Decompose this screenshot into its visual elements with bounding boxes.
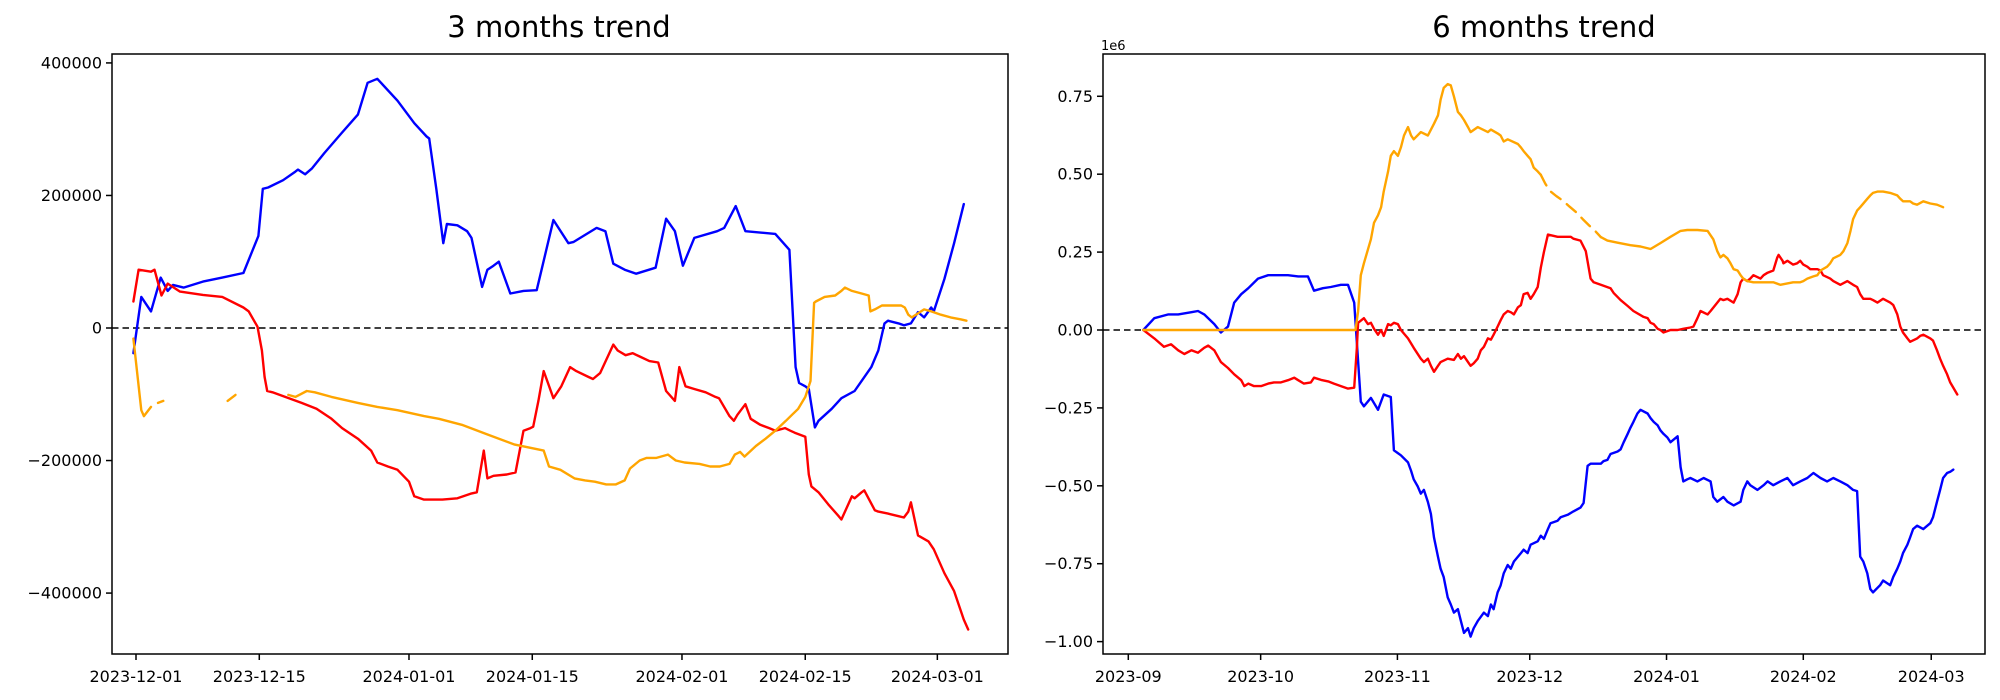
x-tick-label: 2024-02-15 — [759, 667, 852, 686]
y-axis-offset-label: 1e6 — [1101, 39, 1126, 54]
orange-line-segment — [156, 399, 165, 405]
orange-line-segment — [226, 393, 237, 403]
x-tick-label: 2024-03-01 — [891, 667, 984, 686]
y-tick-label: 0.25 — [1057, 243, 1093, 262]
y-tick-label: −0.50 — [1044, 476, 1093, 495]
y-tick-label: −400000 — [28, 584, 102, 603]
red-line-segment — [132, 268, 970, 631]
x-tick-label: 2023-09 — [1095, 667, 1162, 686]
x-tick-label: 2024-02-01 — [635, 667, 728, 686]
x-tick-label: 2023-12-01 — [90, 667, 183, 686]
orange-line-segment — [1539, 173, 1603, 239]
x-tick-label: 2023-10 — [1227, 667, 1294, 686]
x-tick-label: 2024-02 — [1770, 667, 1837, 686]
right-chart-title: 6 months trend — [1432, 10, 1656, 44]
x-tick-label: 2023-12 — [1496, 667, 1563, 686]
y-tick-label: 0.50 — [1057, 165, 1093, 184]
x-tick-label: 2024-01-15 — [486, 667, 579, 686]
red-line-segment — [1142, 233, 1959, 396]
orange-line-segment — [132, 337, 153, 418]
x-tick-label: 2024-03 — [1898, 667, 1965, 686]
plot-spines — [1102, 53, 1986, 655]
blue-line-segment — [1142, 274, 1955, 638]
y-tick-label: 200000 — [41, 186, 102, 205]
y-tick-label: 0 — [92, 319, 102, 338]
x-tick-label: 2024-01-01 — [362, 667, 455, 686]
y-tick-label: −0.75 — [1044, 554, 1093, 573]
y-tick-label: −0.25 — [1044, 398, 1093, 417]
y-tick-label: 0.75 — [1057, 87, 1093, 106]
orange-line-segment — [1599, 190, 1945, 286]
x-tick-label: 2023-11 — [1364, 667, 1431, 686]
x-tick-label: 2024-01 — [1633, 667, 1700, 686]
blue-line-segment — [132, 77, 965, 429]
y-tick-label: −1.00 — [1044, 632, 1093, 651]
y-tick-label: 400000 — [41, 53, 102, 72]
y-tick-label: 0.00 — [1057, 321, 1093, 340]
orange-line-segment — [1142, 82, 1543, 332]
plot-spines — [111, 53, 1009, 655]
x-tick-label: 2023-12-15 — [213, 667, 306, 686]
y-tick-label: −200000 — [28, 451, 102, 470]
left-chart-title: 3 months trend — [447, 10, 671, 44]
orange-line-segment — [287, 286, 968, 486]
